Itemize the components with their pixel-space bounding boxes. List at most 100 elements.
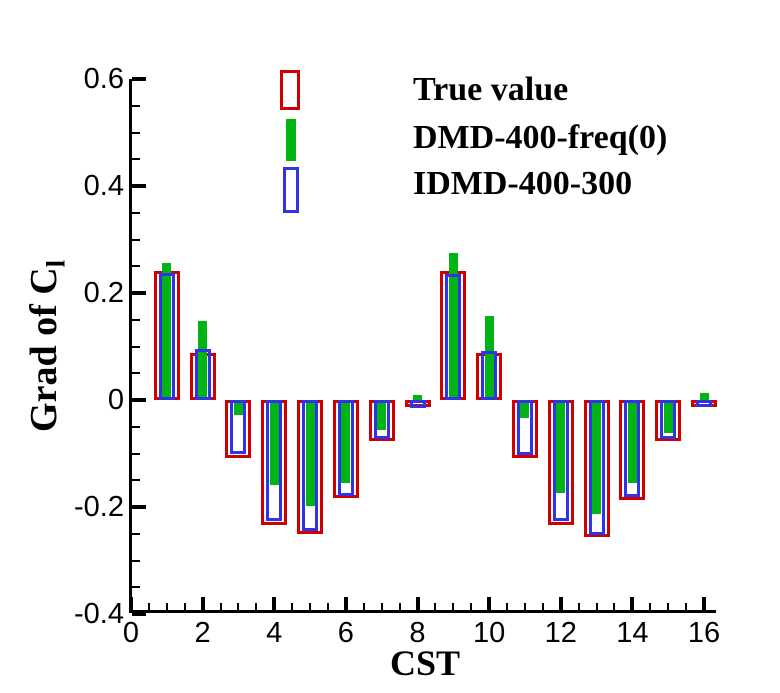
y-major-tick [132,184,146,188]
x-minor-tick [523,603,526,610]
bar-idmd [302,400,319,531]
x-tick-label: 0 [122,617,140,649]
legend-label-true-value: True value [413,71,569,108]
y-axis-title-main: Grad of C [23,267,65,432]
x-major-tick [702,597,706,610]
x-minor-tick [147,603,150,610]
bar-dmd [198,320,208,400]
x-tick-label: 10 [472,617,506,649]
bar-idmd [660,400,677,440]
y-tick-label: 0.6 [83,63,124,95]
bar-dmd [699,393,709,400]
x-minor-tick [255,603,258,610]
legend-swatch-dmd [286,119,296,161]
x-minor-tick [452,603,455,610]
x-minor-tick [613,603,616,610]
bar-dmd [377,400,387,431]
bar-dmd [413,395,422,400]
bar-dmd [341,400,351,483]
x-minor-tick [219,603,222,610]
bar-dmd [520,400,530,419]
y-axis-title-subscript: l [41,260,71,268]
y-tick-label: 0.4 [83,170,124,202]
bar-idmd [337,400,354,496]
x-major-tick [272,597,277,610]
y-tick-label: -0.4 [74,598,124,630]
y-minor-tick [132,586,140,589]
x-tick-label: 2 [194,617,211,649]
x-minor-tick [667,603,670,610]
x-minor-tick [577,603,580,610]
x-major-tick [415,597,420,610]
x-axis-line [129,610,716,613]
x-minor-tick [237,603,240,610]
bar-idmd [409,400,426,409]
legend-label-idmd: IDMD-400-300 [413,165,633,202]
bar-idmd [230,400,247,455]
x-tick-label: 16 [687,617,721,649]
y-minor-tick [132,559,140,562]
x-tick-label: 14 [616,617,649,649]
y-axis-title: Grad of Cl [22,260,71,432]
y-major-tick [132,77,146,81]
x-minor-tick [649,603,652,610]
bar-dmd [627,400,637,484]
y-minor-tick [132,238,140,241]
x-minor-tick [434,603,437,610]
x-minor-tick [506,603,509,610]
y-tick-label: -0.2 [74,491,124,523]
bar-dmd [305,400,315,507]
y-major-tick [132,291,146,295]
x-minor-tick [398,603,401,610]
x-axis-title: CST [389,643,461,683]
y-minor-tick [132,158,140,161]
x-minor-tick [541,603,544,610]
x-minor-tick [595,603,598,610]
bar-idmd [696,400,712,407]
legend-swatch-idmd [283,167,299,213]
bar-idmd [194,349,211,400]
x-minor-tick [362,603,365,610]
y-tick-label: 0.2 [83,277,124,309]
bar-idmd [552,400,569,522]
y-minor-tick [132,532,140,535]
y-minor-tick [132,265,140,268]
bar-idmd [588,400,605,535]
bar-idmd [158,272,175,400]
y-minor-tick [132,104,140,107]
x-major-tick [200,597,205,610]
bar-idmd [373,400,390,440]
y-major-tick [132,505,146,509]
bar-dmd [663,400,673,433]
bar-dmd [233,400,243,415]
bar-idmd [516,400,533,456]
bar-idmd [266,400,283,522]
x-minor-tick [309,603,312,610]
y-minor-tick [132,211,140,214]
x-tick-label: 12 [544,617,577,649]
y-minor-tick [132,318,140,321]
x-tick-label: 8 [409,617,426,649]
bar-idmd [624,400,641,498]
legend-label-dmd: DMD-400-freq(0) [413,119,668,156]
x-major-tick [630,597,635,610]
x-tick-label: 4 [266,617,283,649]
x-minor-tick [470,603,473,610]
x-major-tick [343,597,348,610]
y-minor-tick [132,345,140,348]
bar-dmd [269,400,279,485]
y-minor-tick [132,372,140,375]
legend-swatch-true-value [280,70,300,110]
bar-idmd [481,350,498,400]
x-minor-tick [685,603,688,610]
x-minor-tick [165,603,168,610]
y-major-tick [132,612,146,616]
x-minor-tick [326,603,329,610]
bar-idmd [445,274,462,400]
bar-dmd [592,400,602,514]
y-minor-tick [132,425,140,428]
x-tick-label: 6 [337,617,354,649]
y-minor-tick [132,479,140,482]
bar-dmd [448,253,458,400]
